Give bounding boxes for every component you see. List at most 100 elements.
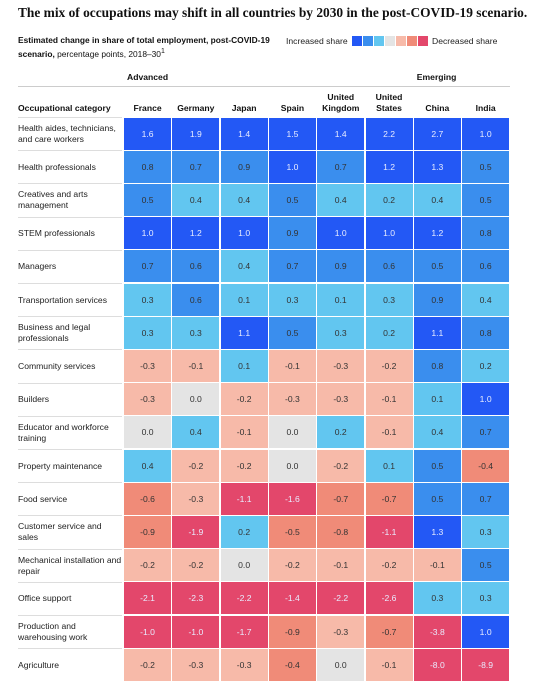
cell-label: 0.4 (238, 261, 251, 272)
cell-label: -0.2 (140, 560, 155, 571)
cell-label: -0.1 (188, 361, 204, 371)
legend-increase: Increased share (286, 36, 348, 46)
heat-cell: 1.0 (462, 383, 510, 416)
cell-label: 0.9 (334, 261, 347, 272)
heat-cell: 0.6 (172, 250, 220, 283)
cell-label: 0.6 (189, 294, 202, 305)
heat-cell: -1.1 (365, 516, 413, 548)
cell-label: 0.0 (334, 659, 347, 670)
cell-label: -3.8 (429, 626, 445, 637)
column-label: India (475, 103, 496, 113)
heat-cell: 0.4 (413, 184, 461, 216)
heat-cell: 1.4 (317, 117, 365, 150)
heat-cell: 0.4 (317, 184, 365, 216)
cell-label: 0.7 (189, 161, 202, 172)
heat-cell: 0.7 (462, 482, 510, 515)
heat-cell: 0.7 (268, 250, 316, 283)
heat-cell: 0.8 (462, 316, 510, 349)
chart-title: The mix of occupations may shift in all … (18, 5, 528, 20)
row-header: Occupational category (18, 103, 111, 113)
heat-cell: 0.4 (220, 250, 268, 283)
heat-cell: 0.5 (413, 250, 461, 283)
cell-label: -8.0 (429, 659, 445, 670)
heat-cell: 0.3 (268, 283, 316, 316)
heat-cell: 0.3 (172, 316, 220, 349)
heat-cell: 1.0 (462, 615, 510, 648)
column-label: United States (375, 92, 403, 113)
cell-label: 0.0 (141, 427, 154, 438)
heat-cell: -1.1 (220, 482, 268, 515)
cell-label: -0.2 (140, 659, 155, 670)
heat-cell: 0.3 (365, 283, 413, 316)
heat-cell: -0.3 (172, 648, 220, 681)
heat-cell: 0.3 (462, 516, 510, 548)
column-label: France (133, 103, 162, 113)
cell-label: 0.9 (431, 294, 444, 305)
cell-label: -1.7 (236, 626, 252, 637)
cell-label: 0.4 (334, 195, 347, 205)
heat-cell: -0.3 (317, 350, 365, 382)
heat-cell: 0.9 (220, 150, 268, 183)
row-label: Managers (18, 249, 122, 283)
heat-cell: -0.9 (124, 516, 172, 548)
heat-cell: -1.0 (172, 615, 220, 648)
column-label: United Kingdom (322, 92, 360, 113)
cell-label: 0.4 (189, 195, 202, 205)
heat-cell: -2.1 (124, 582, 172, 615)
heat-cell: -0.3 (124, 350, 172, 382)
cell-label: 2.2 (383, 128, 396, 139)
group-rule (18, 86, 511, 87)
cell-label: -0.3 (333, 361, 349, 371)
heat-cell: -0.1 (220, 416, 268, 449)
cell-label: 0.2 (238, 527, 251, 537)
row-label: Mechanical installation and repair (18, 548, 122, 582)
heat-cell: -8.9 (462, 648, 510, 681)
heat-cell: -0.1 (413, 549, 461, 582)
heat-cell: -2.2 (220, 582, 268, 615)
row-label: Business and legal professionals (18, 316, 122, 349)
column-label: China (425, 103, 450, 113)
heat-cell: -0.2 (124, 648, 172, 681)
heat-cell: -0.1 (317, 549, 365, 582)
heat-cell: 0.5 (124, 184, 172, 216)
cell-label: -1.9 (188, 527, 204, 537)
cell-label: 1.5 (286, 128, 299, 139)
cell-label: 1.6 (141, 128, 154, 139)
cell-label: 0.5 (431, 261, 444, 272)
cell-label: -0.7 (381, 626, 397, 637)
cell-label: 0.6 (383, 261, 396, 272)
cell-label: -8.9 (478, 659, 494, 670)
cell-label: -0.3 (188, 493, 204, 504)
heat-cell: 0.6 (365, 250, 413, 283)
heat-cell: -2.3 (172, 582, 220, 615)
heat-cell: 1.2 (365, 150, 413, 183)
cell-label: -1.0 (140, 626, 155, 637)
cell-label: -0.3 (140, 394, 155, 405)
heat-cell: -2.2 (317, 582, 365, 615)
cell-label: -2.2 (236, 593, 252, 604)
cell-label: 0.3 (141, 294, 154, 305)
cell-label: -0.7 (333, 493, 349, 504)
heat-cell: 0.2 (220, 516, 268, 548)
heat-cell: 0.5 (462, 184, 510, 216)
heat-cell: 0.1 (413, 383, 461, 416)
cell-label: 0.1 (431, 394, 444, 405)
row-label: Health aides, technicians, and care work… (18, 117, 122, 150)
cell-label: -0.5 (285, 527, 300, 537)
cell-label: 1.3 (431, 527, 444, 537)
cell-label: 1.0 (238, 228, 251, 239)
heat-cell: 0.3 (124, 283, 172, 316)
cell-label: 0.5 (286, 195, 299, 205)
cell-label: 0.3 (431, 593, 444, 604)
cell-label: 0.5 (479, 195, 492, 205)
cell-label: -0.1 (381, 394, 397, 405)
heat-cell: -0.3 (124, 383, 172, 416)
cell-label: 1.2 (383, 161, 396, 172)
cell-label: 1.0 (383, 228, 396, 239)
cell-label: 0.0 (238, 560, 251, 571)
heat-cell: 0.4 (172, 184, 220, 216)
heat-cell: -1.0 (124, 615, 172, 648)
cell-label: -0.9 (285, 626, 300, 637)
heat-cell: -0.2 (124, 549, 172, 582)
heat-cell: 0.2 (317, 416, 365, 449)
